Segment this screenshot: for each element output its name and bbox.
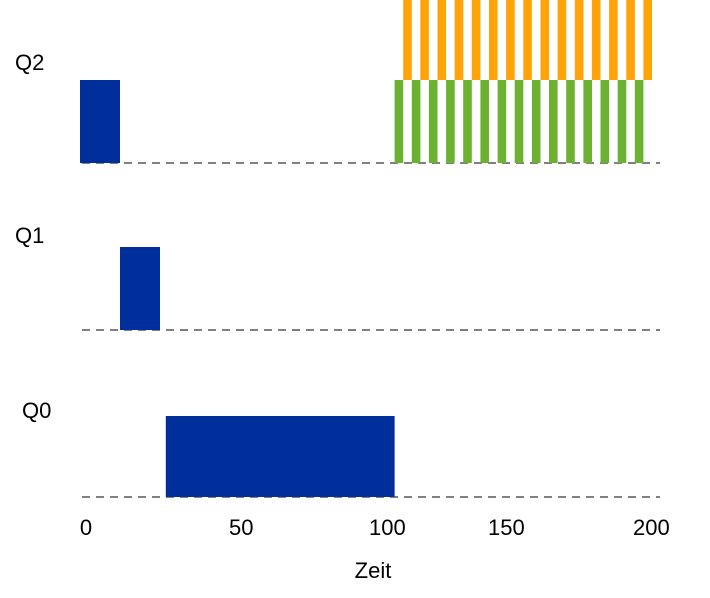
bar-segment-q2 [549,80,558,163]
bar-segment-q2 [566,80,575,163]
bar-segment-q2 [609,0,618,80]
bar-segment-q2 [531,80,541,163]
bar-segment-q2 [411,80,421,163]
bar-segment-q2 [634,80,644,163]
x-tick-label: 200 [633,515,670,540]
bar-segment-q2 [471,0,481,80]
bar-segment-q2 [583,80,592,163]
bar-segment-q2 [591,0,601,80]
bar-segment-q2 [463,80,472,163]
bar-segment-q2 [428,80,438,163]
timeline-bars [80,0,652,497]
bar-segment-q2 [489,0,498,80]
bar-segment-q2 [454,0,464,80]
bar-segment-q2 [514,80,524,163]
bar-segment-q2 [643,0,652,80]
bar-segment-q2 [394,80,404,163]
bar-segment-q0 [165,416,395,497]
bar-segment-q2 [523,0,532,80]
bar-segment-q2 [446,80,455,163]
bar-segment-q1 [120,247,160,330]
x-axis-label: Zeit [355,558,392,583]
bar-segment-q2 [437,0,447,80]
bar-segment-q2 [80,80,120,163]
bar-segment-q2 [480,80,489,163]
x-tick-label: 100 [369,515,406,540]
bar-segment-q2 [403,0,412,80]
bar-segment-q2 [497,80,507,163]
bar-segment-q2 [506,0,515,80]
x-tick-label: 0 [80,515,92,540]
bar-segment-q2 [600,80,610,163]
x-tick-label: 150 [488,515,525,540]
queue-label-q1: Q1 [15,223,44,248]
bar-segment-q2 [626,0,635,80]
bar-segment-q2 [420,0,429,80]
queue-label-q2: Q2 [15,50,44,75]
bar-segment-q2 [557,0,567,80]
queue-label-q0: Q0 [22,398,51,423]
x-tick-label: 50 [229,515,253,540]
x-axis-ticks: 0 50 100 150 200 [80,515,670,540]
bar-segment-q2 [574,0,584,80]
queue-baselines [82,162,660,498]
bar-segment-q2 [540,0,550,80]
bar-segment-q2 [617,80,627,163]
